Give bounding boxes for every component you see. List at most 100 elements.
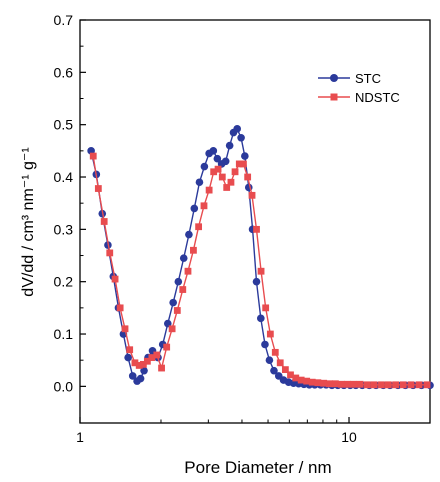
data-point-ndstc [378,381,385,389]
data-point-stc [213,154,222,163]
data-point-ndstc [384,381,392,389]
y-tick-label: 0.6 [54,64,74,80]
data-point-ndstc [214,165,222,173]
data-point-stc [241,152,249,160]
series-stc [87,125,434,390]
data-point-stc [225,141,234,150]
data-point-stc [179,254,188,262]
data-point-ndstc [158,364,165,372]
series-ndstc [89,152,431,389]
y-axis-ticks: 0.0 0.1 0.2 0.3 0.4 0.5 0.6 0.7 [54,12,86,394]
data-point-ndstc [126,346,134,354]
data-point-ndstc [100,218,108,225]
data-point-ndstc [297,376,305,384]
data-point-ndstc [292,374,300,382]
y-axis-label: dV/dd / cm³ nm⁻¹ g⁻¹ [20,147,37,296]
y-tick-label: 0.2 [54,274,74,290]
data-point-ndstc [320,379,328,387]
y-tick-label: 0.0 [54,378,74,394]
data-point-stc [136,374,145,383]
x-axis-ticks: 1 10 [76,417,357,445]
data-point-stc [265,356,274,364]
y-tick-label: 0.7 [54,12,74,28]
data-point-ndstc [89,152,97,160]
plot-frame [79,19,431,424]
data-point-stc [261,340,269,349]
legend-marker-stc [330,74,338,82]
data-point-ndstc [227,178,235,186]
data-point-ndstc [240,160,247,168]
data-point-ndstc [350,380,357,388]
x-tick-label: 10 [341,429,357,445]
data-point-ndstc [314,379,322,387]
y-tick-label: 0.1 [54,326,74,342]
data-point-ndstc [210,168,218,176]
data-point-ndstc [248,191,256,199]
data-point-ndstc [363,381,371,389]
data-point-stc [200,162,209,171]
data-point-ndstc [235,160,243,168]
data-point-ndstc [332,380,339,388]
data-point-ndstc [223,184,231,191]
data-point-ndstc [356,380,364,388]
data-point-stc [185,230,193,239]
data-point-ndstc [276,359,284,367]
data-point-ndstc [111,275,119,283]
legend-label-stc: STC [355,71,381,86]
data-point-ndstc [287,371,294,379]
data-point-ndstc [173,307,181,314]
data-point-ndstc [231,168,239,176]
data-point-ndstc [135,362,143,369]
data-point-ndstc [139,360,147,368]
data-point-ndstc [262,304,270,312]
legend-marker-ndstc [330,93,338,101]
data-point-ndstc [399,381,407,389]
data-point-ndstc [179,286,187,293]
data-point-stc [237,133,245,142]
data-point-ndstc [326,380,333,388]
data-point-stc [209,147,218,155]
y-tick-label: 0.3 [54,221,74,237]
data-point-ndstc [303,377,311,385]
data-point-ndstc [163,343,171,351]
data-point-stc [128,372,137,380]
data-point-ndstc [271,348,279,356]
data-point-ndstc [168,325,176,333]
legend-label-ndstc: NDSTC [355,90,400,105]
data-point-stc [169,298,177,307]
data-point-ndstc [190,246,197,254]
x-axis-label: Pore Diameter / nm [184,458,331,477]
data-point-ndstc [407,381,415,389]
data-point-ndstc [415,381,423,389]
data-point-ndstc [244,173,252,181]
y-tick-label: 0.5 [54,117,74,133]
data-point-stc [190,204,199,213]
data-point-ndstc [205,186,213,194]
data-point-ndstc [121,325,129,333]
data-point-ndstc [195,223,203,231]
data-point-ndstc [106,249,114,257]
data-point-ndstc [148,354,156,361]
data-point-ndstc [281,366,289,374]
data-point-ndstc [218,173,226,181]
data-point-ndstc [266,330,274,338]
data-point-stc [233,125,241,133]
x-tick-label: 1 [76,429,84,445]
data-point-stc [257,314,265,323]
data-point-ndstc [308,378,316,386]
data-point-stc [124,353,132,362]
data-point-stc [221,157,230,166]
data-point-ndstc [184,267,192,275]
data-point-ndstc [392,381,400,389]
data-point-ndstc [253,225,260,233]
legend: STC NDSTC [318,71,400,105]
data-point-stc [252,277,261,286]
series-line-stc [90,127,430,386]
data-point-ndstc [143,357,151,365]
data-point-stc [195,178,204,187]
data-point-ndstc [131,359,139,367]
data-point-ndstc [423,381,431,389]
data-point-ndstc [370,381,378,389]
data-point-ndstc [257,267,265,275]
series-layer [87,125,434,390]
